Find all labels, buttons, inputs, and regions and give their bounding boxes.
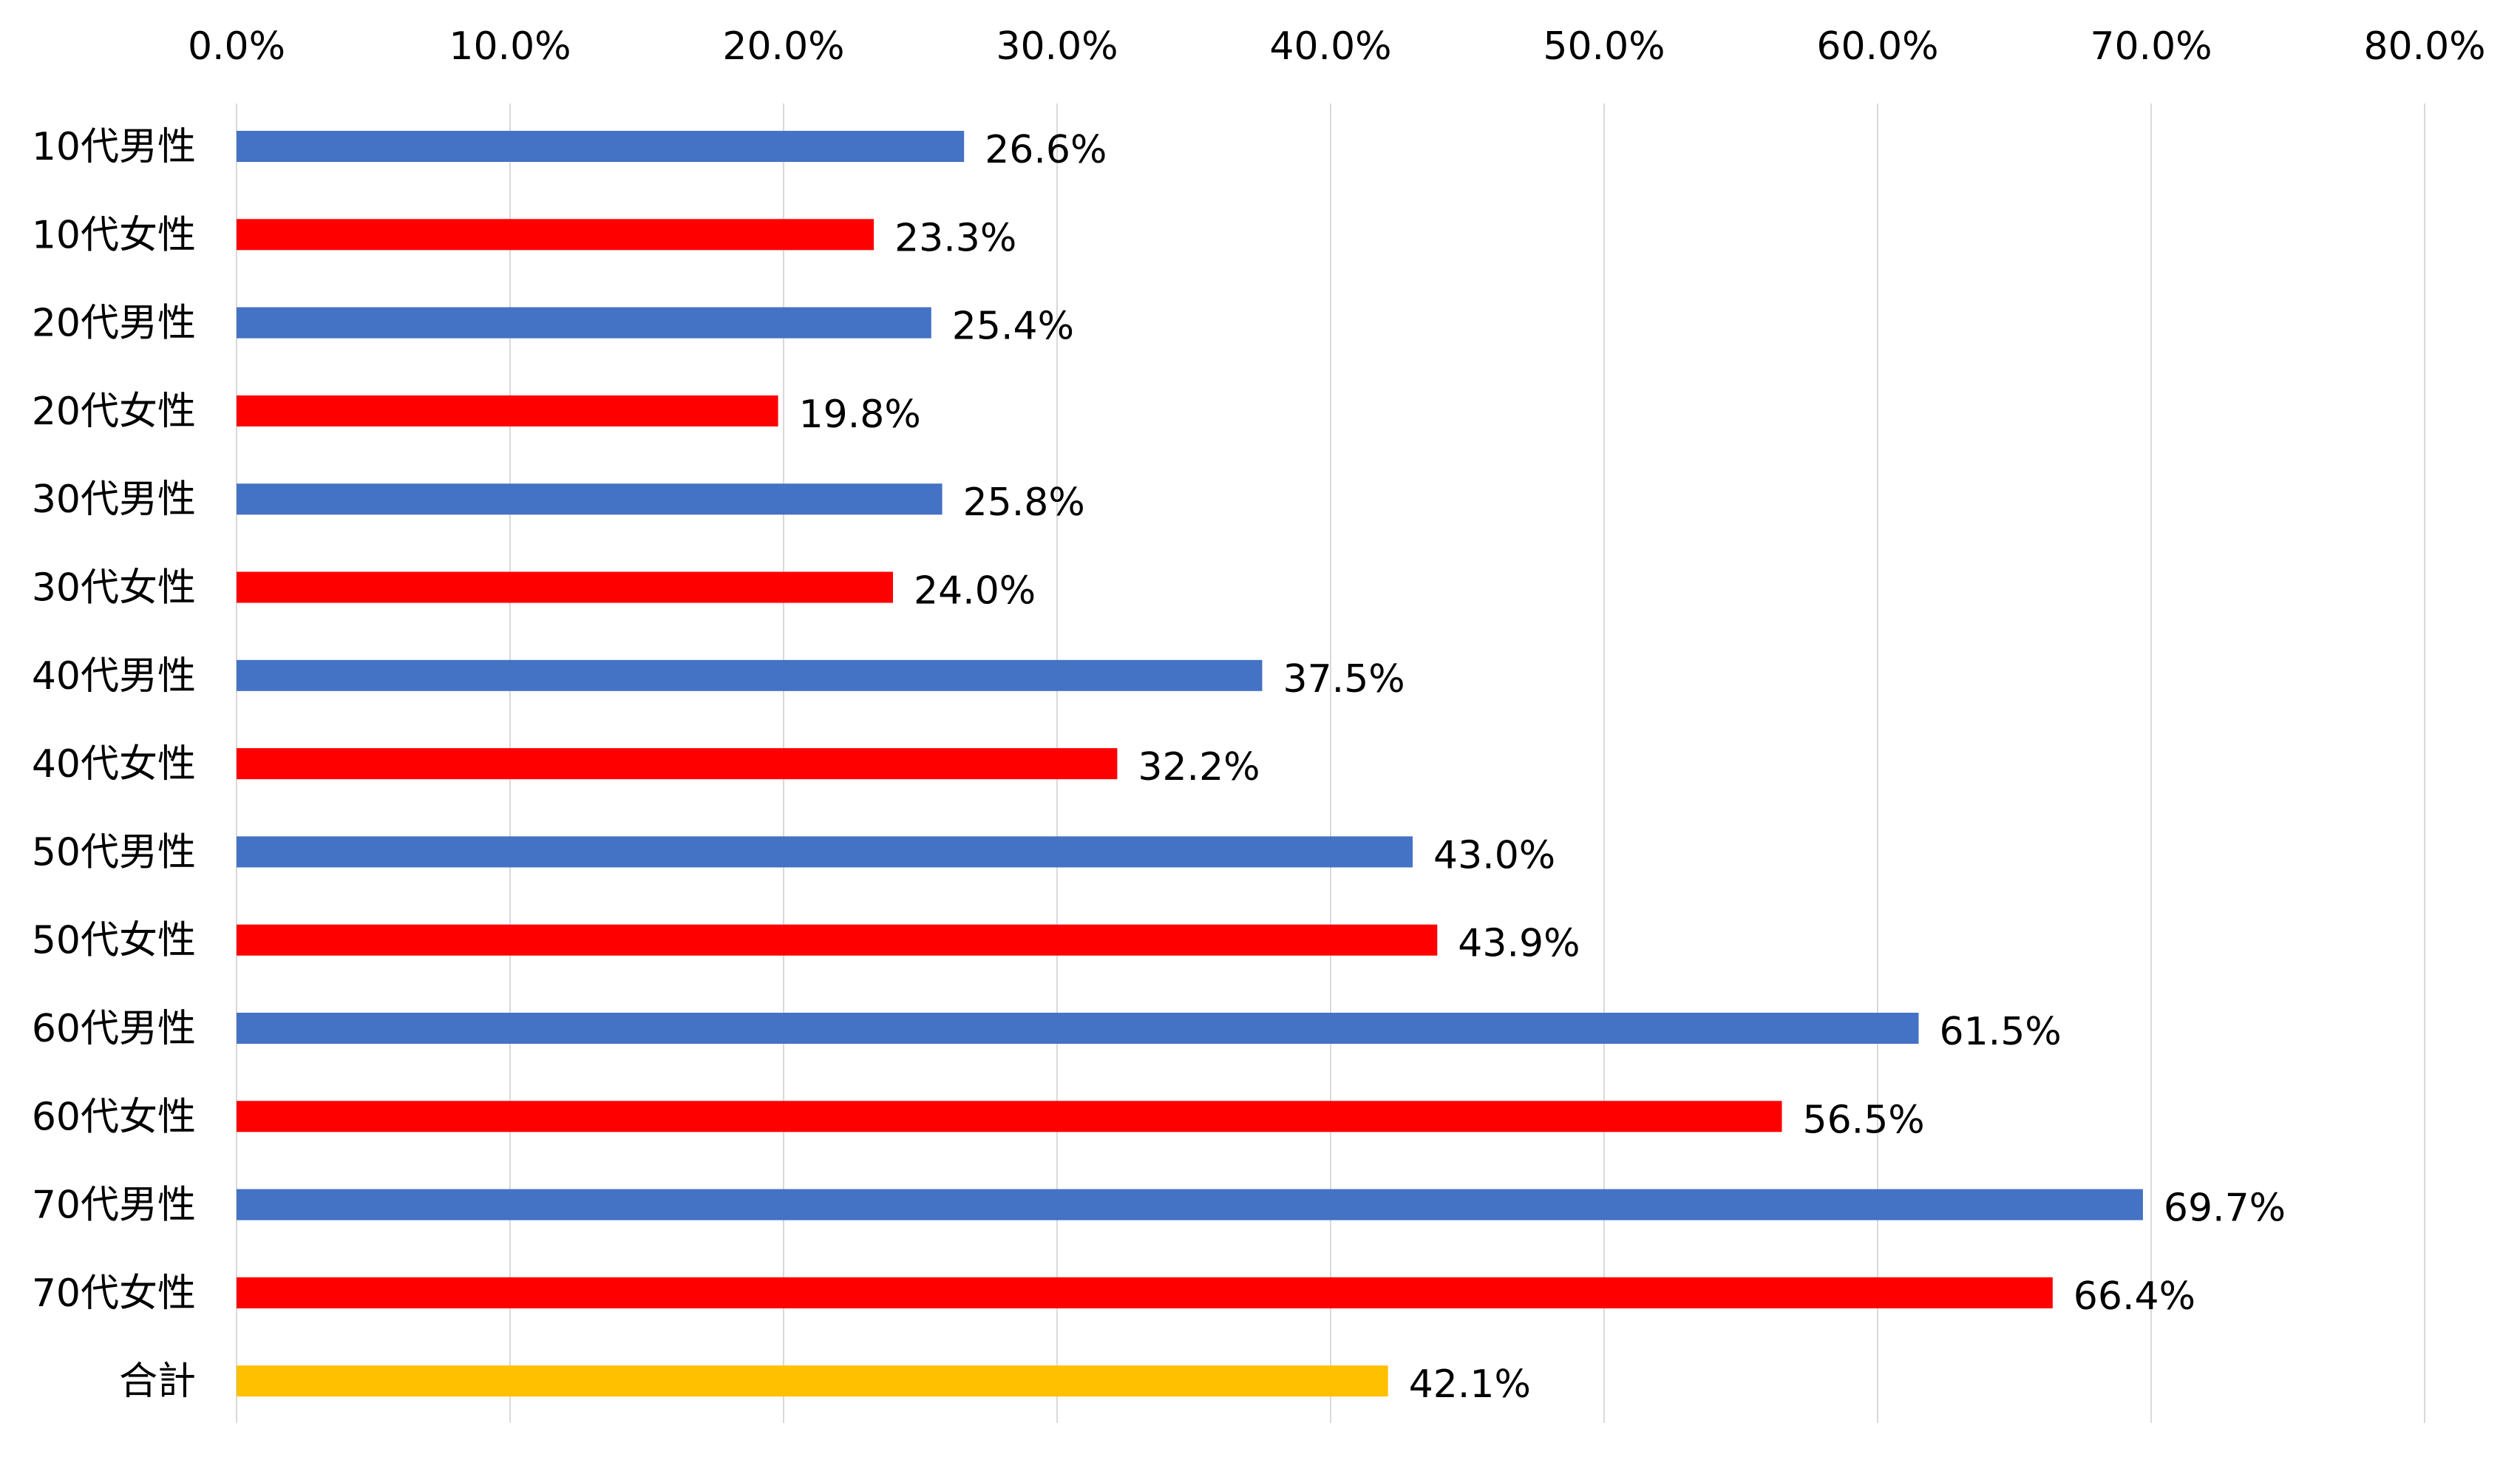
bar [237,219,874,251]
category-label: 20代男性 [32,302,196,346]
bar [237,1277,2053,1308]
data-label: 61.5% [1940,1010,2062,1054]
bars [237,131,2143,1397]
x-tick-label: 20.0% [722,24,844,69]
bar [237,836,1413,868]
x-tick-label: 80.0% [2363,24,2485,69]
x-tick-label: 50.0% [1543,24,1665,69]
category-label: 50代女性 [32,919,196,963]
x-tick-label: 70.0% [2090,24,2212,69]
category-label: 50代男性 [32,830,196,874]
bar [237,1101,1782,1132]
category-label: 60代男性 [32,1007,196,1051]
bar [237,131,965,162]
category-labels: 10代男性 10代女性 20代男性 20代女性 30代男性 30代女性 40代男性 40代女性… [32,125,196,1404]
data-label: 26.6% [985,128,1107,172]
category-label: 60代女性 [32,1095,196,1139]
category-label: 70代男性 [32,1183,196,1228]
data-label: 37.5% [1283,657,1405,702]
data-label: 66.4% [2074,1274,2195,1319]
data-label: 43.9% [1458,922,1580,966]
bar [237,571,893,603]
x-tick-label: 30.0% [996,24,1118,69]
x-tick-label: 40.0% [1269,24,1391,69]
x-tick-label: 0.0% [188,24,285,69]
category-label: 70代女性 [32,1271,196,1316]
x-tick-label: 60.0% [1816,24,1938,69]
category-label: 30代女性 [32,566,196,611]
category-label: 10代男性 [32,125,196,169]
data-labels: 26.6% 23.3% 25.4% 19.8% 25.8% 24.0% 37.5% 32.2%… [799,128,2286,1407]
bar [237,659,1263,691]
data-label: 56.5% [1803,1098,1925,1142]
bar [237,924,1438,956]
data-label: 42.1% [1409,1362,1531,1407]
bar [237,1189,2143,1220]
bar [237,1013,1919,1044]
bar [237,395,778,427]
category-label: 合計 [119,1359,196,1404]
data-label: 43.0% [1433,833,1555,877]
data-label: 25.4% [952,305,1074,349]
x-axis-ticks: 0.0% 10.0% 20.0% 30.0% 40.0% 50.0% 60.0% 70.0% 8… [188,24,2486,69]
data-label: 19.8% [799,393,921,437]
category-label: 40代女性 [32,742,196,787]
bar [237,483,943,515]
category-label: 10代女性 [32,213,196,257]
category-label: 40代男性 [32,654,196,699]
bar [237,307,931,339]
bar [237,1365,1388,1397]
category-label: 20代女性 [32,390,196,434]
bar [237,748,1118,780]
data-label: 32.2% [1138,745,1260,789]
data-label: 23.3% [894,216,1016,260]
data-label: 25.8% [963,480,1085,525]
data-label: 24.0% [914,569,1036,614]
category-label: 30代男性 [32,478,196,522]
data-label: 69.7% [2164,1186,2286,1231]
x-tick-label: 10.0% [449,24,571,69]
